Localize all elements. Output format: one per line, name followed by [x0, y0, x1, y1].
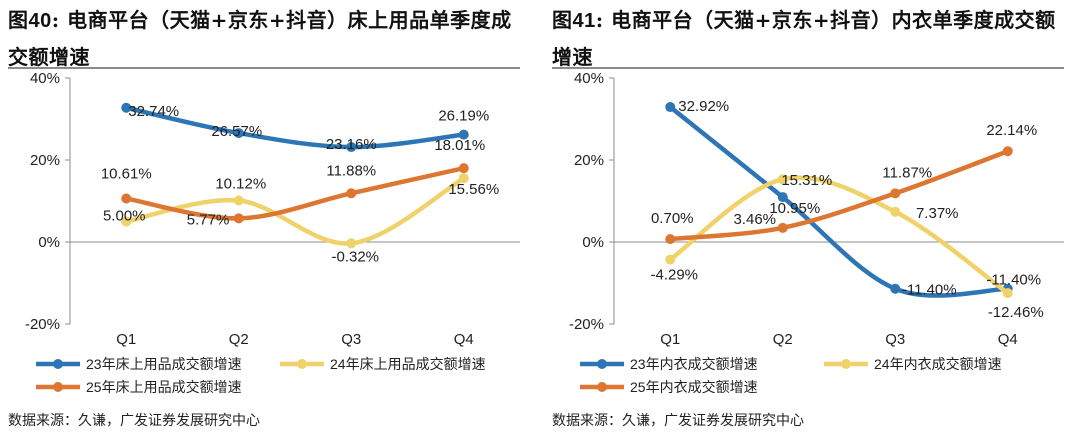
- source-note: 数据来源：久谦，广发证券发展研究中心: [8, 413, 260, 429]
- data-point: [777, 174, 788, 185]
- title-text: : 电商平台（天猫+京东+抖音）内衣单季度成交额增速: [552, 8, 1056, 69]
- legend-label: 25年内衣成交额增速: [630, 379, 758, 395]
- legend-swatch-marker: [597, 382, 607, 392]
- legend-swatch-marker: [841, 359, 851, 369]
- x-tick-label: Q1: [116, 331, 136, 348]
- data-point: [777, 192, 788, 203]
- y-tick-label: -20%: [569, 316, 604, 333]
- chart-panel-bedding: 图40: 电商平台（天猫+京东+抖音）床上用品单季度成交额增速 -20% 0% 20…: [8, 0, 538, 442]
- data-point: [458, 163, 469, 174]
- legend-label: 23年床上用品成交额增速: [86, 356, 242, 372]
- series-line: [124, 105, 466, 150]
- data-point: [346, 142, 357, 153]
- data-label: -12.46%: [988, 304, 1044, 321]
- x-tick-label: Q4: [454, 331, 474, 348]
- x-tick-label: Q4: [998, 331, 1018, 348]
- legend-label: 24年内衣成交额增速: [874, 356, 1002, 372]
- x-tick-label: Q1: [660, 331, 680, 348]
- data-point: [665, 102, 676, 113]
- data-label: -11.40%: [986, 272, 1041, 289]
- data-point: [121, 216, 132, 227]
- legend-swatch-marker: [53, 359, 63, 369]
- chart-title: 图41: 电商平台（天猫+京东+抖音）内衣单季度成交额增速: [552, 2, 1072, 75]
- series-line: [668, 148, 1010, 242]
- data-label: 22.14%: [986, 122, 1037, 139]
- data-point: [233, 195, 244, 206]
- data-label: 0.70%: [651, 210, 694, 227]
- title-rule: [8, 67, 520, 69]
- title-text: : 电商平台（天猫+京东+抖音）床上用品单季度成交额增速: [8, 8, 512, 69]
- data-label: 5.77%: [187, 211, 230, 228]
- data-point: [890, 206, 901, 217]
- x-tick-label: Q2: [229, 331, 249, 348]
- series-line: [668, 175, 1010, 296]
- data-label: 5.00%: [103, 208, 146, 225]
- data-label: 23.16%: [326, 136, 377, 153]
- data-label: 10.12%: [215, 176, 266, 193]
- title-prefix: 图: [552, 8, 573, 32]
- legend-swatch-marker: [53, 382, 63, 392]
- data-label: 15.31%: [781, 172, 832, 189]
- data-label: 10.61%: [101, 165, 152, 182]
- data-label: 7.37%: [916, 205, 959, 222]
- data-label: 11.88%: [326, 162, 376, 179]
- data-label: -0.32%: [331, 248, 379, 265]
- y-tick-label: 20%: [30, 152, 60, 169]
- data-label: 15.56%: [448, 181, 499, 198]
- data-point: [121, 102, 132, 113]
- data-label: 11.87%: [882, 164, 932, 181]
- data-label: 18.01%: [434, 137, 485, 154]
- legend-swatch-marker: [297, 359, 307, 369]
- data-point: [458, 173, 469, 184]
- data-point: [890, 283, 901, 294]
- data-label: 26.19%: [438, 108, 489, 125]
- data-label: 10.95%: [769, 200, 820, 217]
- data-label: -11.40%: [902, 282, 957, 299]
- legend-label: 25年床上用品成交额增速: [86, 379, 242, 395]
- y-tick-label: 40%: [30, 70, 60, 87]
- data-point: [121, 193, 132, 204]
- legend-swatch-marker: [597, 359, 607, 369]
- title-number: 40: [28, 10, 52, 32]
- x-tick-label: Q3: [341, 331, 361, 348]
- data-label: 26.57%: [211, 123, 262, 140]
- chart-panel-underwear: 图41: 电商平台（天猫+京东+抖音）内衣单季度成交额增速 -20% 0% 20% 4…: [552, 0, 1080, 442]
- x-tick-label: Q2: [773, 331, 793, 348]
- data-point: [665, 254, 676, 265]
- data-label: 32.74%: [128, 103, 179, 120]
- data-point: [346, 238, 357, 249]
- series-line: [668, 104, 1010, 298]
- series-line: [124, 165, 466, 221]
- x-tick-label: Q3: [885, 331, 905, 348]
- legend-label: 24年床上用品成交额增速: [330, 356, 486, 372]
- data-point: [890, 188, 901, 199]
- y-tick-label: 0%: [38, 234, 60, 251]
- data-point: [665, 234, 676, 245]
- series-line: [124, 175, 466, 246]
- y-tick-label: 0%: [582, 234, 604, 251]
- y-tick-label: -20%: [25, 316, 60, 333]
- data-label: 3.46%: [733, 211, 776, 228]
- data-point: [346, 188, 357, 199]
- data-label: 32.92%: [678, 98, 729, 115]
- data-point: [1002, 146, 1013, 157]
- data-point: [233, 128, 244, 139]
- data-point: [777, 222, 788, 233]
- data-point: [458, 129, 469, 140]
- line-chart-underwear: -20% 0% 20% 40% Q1 Q2 Q3 Q4 32.92% 10.95% -11.40% -…: [569, 70, 1064, 395]
- title-prefix: 图: [8, 8, 29, 32]
- data-point: [1002, 288, 1013, 299]
- line-chart-bedding: -20% 0% 20% 40% Q1 Q2 Q3 Q4 32.74% 26.57% 23.16% 26…: [25, 70, 520, 395]
- chart-title: 图40: 电商平台（天猫+京东+抖音）床上用品单季度成交额增速: [8, 2, 528, 75]
- data-label: -4.29%: [650, 267, 698, 284]
- y-tick-label: 40%: [574, 70, 604, 87]
- legend-label: 23年内衣成交额增速: [630, 356, 758, 372]
- y-tick-label: 20%: [574, 152, 604, 169]
- title-rule: [552, 67, 1064, 69]
- title-number: 41: [572, 10, 596, 32]
- data-point: [233, 213, 244, 224]
- source-note: 数据来源：久谦，广发证券发展研究中心: [552, 413, 804, 429]
